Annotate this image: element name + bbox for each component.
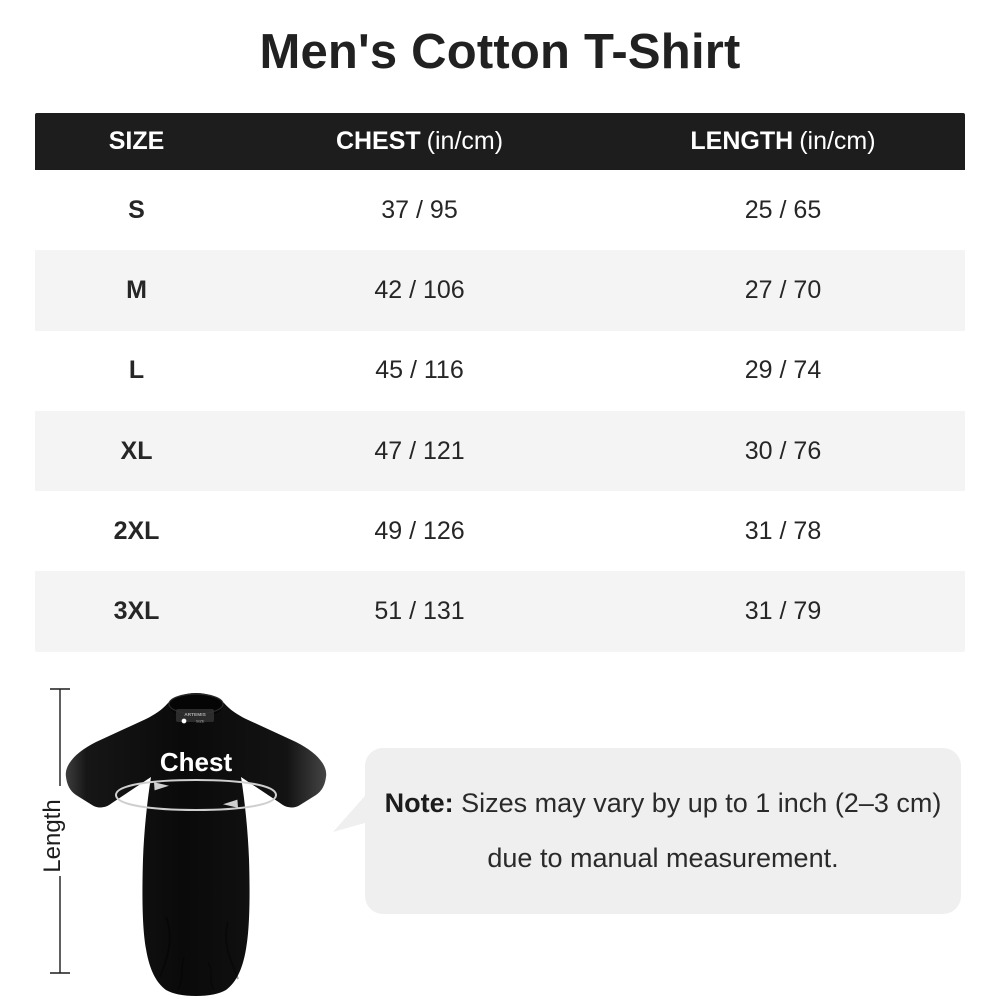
svg-text:ARTEMIS: ARTEMIS bbox=[184, 712, 206, 718]
svg-text:Chest: Chest bbox=[160, 747, 233, 777]
svg-text:SIZE: SIZE bbox=[196, 719, 205, 723]
